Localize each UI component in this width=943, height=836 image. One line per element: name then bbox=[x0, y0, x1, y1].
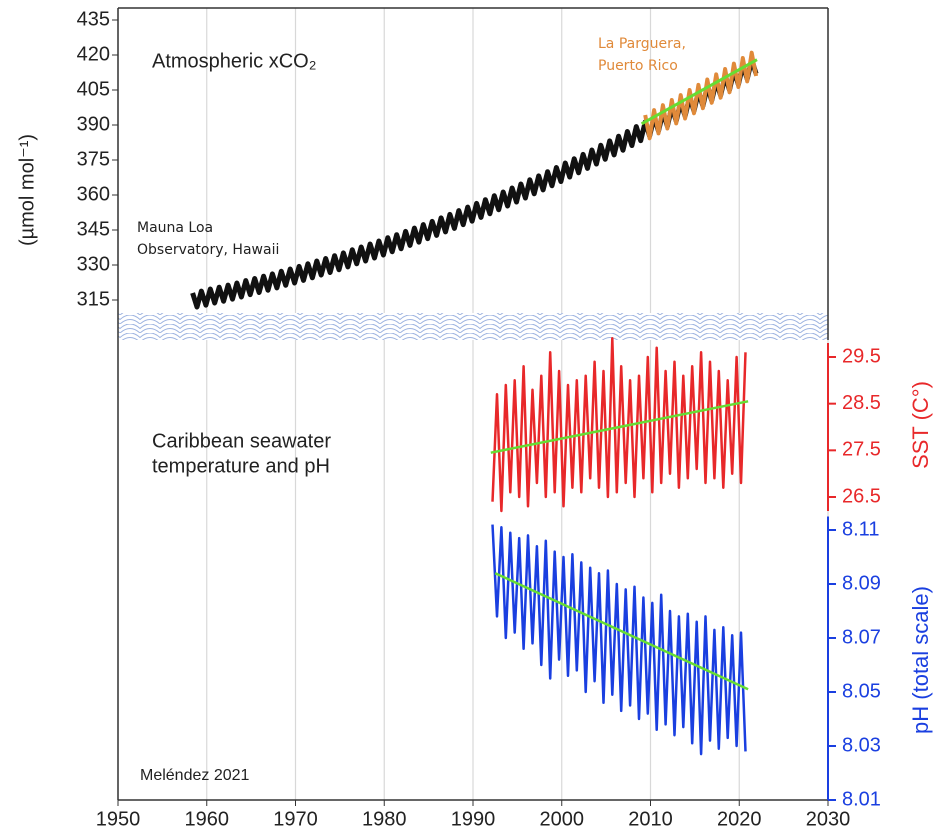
y2-axis-label: SST (C°) bbox=[908, 381, 933, 469]
x-tick-label: 2030 bbox=[806, 808, 851, 830]
y-tick-label: 26.5 bbox=[842, 485, 881, 507]
y-tick-label: 360 bbox=[77, 183, 110, 205]
y-tick-label: 8.03 bbox=[842, 734, 881, 756]
series-label: Observatory, Hawaii bbox=[137, 242, 279, 258]
y-tick-label: 435 bbox=[77, 8, 110, 30]
y-tick-label: 330 bbox=[77, 253, 110, 275]
x-tick-label: 1950 bbox=[96, 808, 141, 830]
panel-title: temperature and pH bbox=[152, 455, 330, 477]
y-tick-label: 420 bbox=[77, 43, 110, 65]
y-tick-label: 375 bbox=[77, 148, 110, 170]
y-tick-label: 27.5 bbox=[842, 439, 881, 461]
y-tick-label: 8.05 bbox=[842, 680, 881, 702]
series-label: Mauna Loa bbox=[137, 220, 213, 236]
y-tick-label: 345 bbox=[77, 218, 110, 240]
credit: Meléndez 2021 bbox=[140, 767, 250, 784]
y-tick-label: 315 bbox=[77, 288, 110, 310]
y-axis-label: (µmol mol⁻¹) bbox=[16, 134, 38, 246]
x-tick-label: 2020 bbox=[717, 808, 762, 830]
x-tick-label: 1980 bbox=[362, 808, 407, 830]
x-tick-label: 1960 bbox=[185, 808, 230, 830]
series-label: Puerto Rico bbox=[598, 58, 678, 74]
y-tick-label: 8.11 bbox=[842, 518, 879, 540]
series-line bbox=[190, 57, 759, 310]
series-line bbox=[640, 58, 758, 126]
plot bbox=[190, 50, 759, 756]
series-label: La Parguera, bbox=[598, 36, 686, 52]
y-tick-label: 405 bbox=[77, 78, 110, 100]
x-tick-label: 2010 bbox=[628, 808, 673, 830]
series-line bbox=[491, 524, 747, 756]
wave-band bbox=[118, 313, 828, 340]
panel-title: Atmospheric xCO₂ bbox=[152, 50, 316, 72]
x-tick-label: 1990 bbox=[451, 808, 496, 830]
series-line bbox=[643, 50, 759, 141]
x-tick-label: 1970 bbox=[273, 808, 318, 830]
series-line bbox=[491, 337, 747, 513]
y-tick-label: 29.5 bbox=[842, 345, 881, 367]
y-tick-label: 8.07 bbox=[842, 626, 881, 648]
panel-title: Caribbean seawater bbox=[152, 430, 331, 452]
y-tick-label: 390 bbox=[77, 113, 110, 135]
series-line bbox=[494, 572, 749, 691]
y-tick-label: 8.09 bbox=[842, 572, 881, 594]
series-line bbox=[490, 400, 749, 454]
x-tick-label: 2000 bbox=[540, 808, 585, 830]
y-tick-label: 8.01 bbox=[842, 788, 881, 810]
y-tick-label: 28.5 bbox=[842, 392, 881, 414]
y3-axis-label: pH (total scale) bbox=[908, 586, 933, 734]
